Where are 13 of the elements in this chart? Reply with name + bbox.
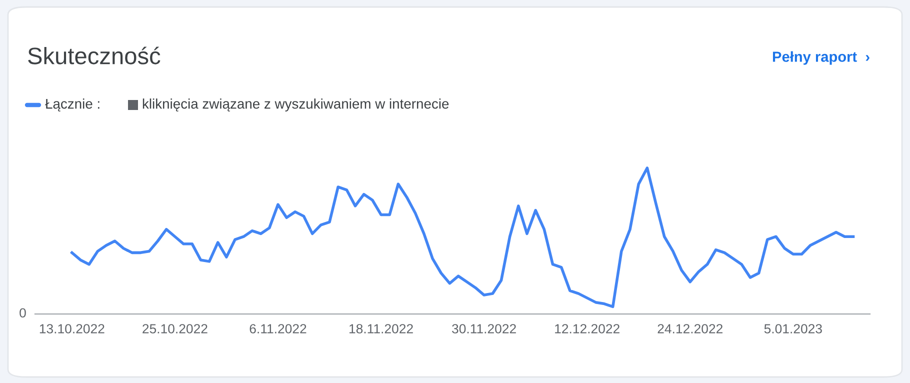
x-tick-label: 5.01.2023 [764, 324, 822, 334]
text: kliknięcia związane z wyszukiwaniem w internecie [142, 98, 449, 112]
x-tick-label: 6.11.2022 [250, 324, 306, 334]
text: Pełny raport › [772, 51, 870, 65]
x-tick-label: 25.10.2022 [142, 324, 208, 334]
x-tick-label: 12.12.2022 [555, 324, 620, 334]
x-tick-label: 18.11.2022 [350, 324, 413, 334]
x-tick-label: 30.11.2022 [452, 324, 516, 334]
chart-title: Skuteczność [28, 46, 160, 64]
x-tick-label: 13.10.2022 [40, 324, 104, 334]
x-tick-label: 24.12.2022 [658, 324, 722, 334]
text: 0 [20, 308, 26, 318]
legend-label: Łącznie : [45, 98, 100, 112]
